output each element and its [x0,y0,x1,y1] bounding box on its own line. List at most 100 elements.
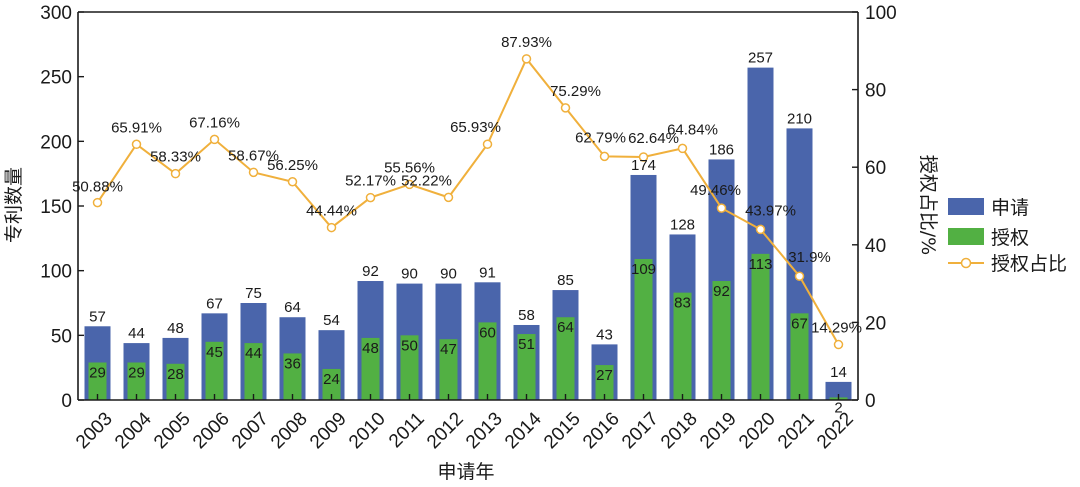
y-axis-right-title: 授权占比/% [917,155,939,255]
labels-layer: 57 29 44 29 48 28 67 45 75 44 64 36 54 24 92 48 90 50 90 47… [72,34,862,417]
label-rate-2017: 62.64% [628,130,679,147]
label-apply-2021: 210 [787,110,812,127]
label-rate-2005: 58.33% [150,149,201,166]
x-tick-label-2010: 2010 [345,408,390,453]
rate-line [96,56,840,346]
bar-grant-2004 [127,362,146,400]
label-apply-2009: 54 [323,312,340,329]
x-tick-label-2005: 2005 [150,408,195,453]
rate-point-2006 [209,134,220,145]
y-left-tick-label-0: 0 [61,391,72,412]
rate-point-2021 [794,271,805,281]
bar-grant-2015 [556,317,575,400]
label-apply-2019: 186 [709,141,734,158]
y-right-tick-label-80: 80 [865,81,886,102]
rate-point-2014 [521,54,532,64]
label-rate-2013: 65.93% [450,119,501,136]
label-rate-2010: 52.17% [345,173,396,190]
bar-grant-2018 [673,292,692,400]
label-rate-2008: 56.25% [267,157,318,174]
label-rate-2012: 52.22% [401,172,452,189]
label-grant-2011: 50 [401,337,418,354]
rate-point-2011 [404,179,415,190]
label-rate-2011: 55.56% [384,159,435,176]
label-grant-2014: 51 [518,336,535,353]
y-left-tick-label-150: 150 [40,197,72,218]
rate-point-2004 [131,139,142,150]
bar-grant-2020 [751,253,770,400]
label-rate-2022: 14.29% [811,320,862,337]
label-grant-2006: 45 [206,344,223,361]
label-apply-2005: 48 [167,320,184,337]
x-tick-label-2018: 2018 [657,408,702,453]
label-apply-2016: 43 [596,326,613,343]
rate-point-2008 [287,177,298,187]
y-right-tick-label-100: 100 [865,3,897,24]
label-rate-2020: 43.97% [745,202,796,219]
label-grant-2017: 109 [631,261,656,278]
label-apply-2010: 92 [362,263,379,280]
label-apply-2013: 91 [479,264,496,281]
rate-point-2016 [599,151,610,162]
label-rate-2014: 87.93% [501,34,552,51]
bar-grant-2007 [244,343,263,400]
x-tick-label-2019: 2019 [696,408,741,453]
label-apply-2006: 67 [206,295,223,312]
label-grant-2019: 92 [713,283,730,300]
label-rate-2006: 67.16% [189,114,240,131]
label-apply-2012: 90 [440,266,457,283]
bar-grant-2017 [634,259,653,400]
y-right-tick-label-20: 20 [865,313,886,334]
label-grant-2010: 48 [362,340,379,357]
rate-point-2017 [638,152,649,162]
label-apply-2011: 90 [401,266,418,283]
rate-point-2022 [833,339,844,350]
label-apply-2014: 58 [518,307,535,324]
label-grant-2004: 29 [128,364,145,381]
label-apply-2008: 64 [284,299,301,316]
rate-point-2005 [170,168,181,179]
bar-grant-2011 [400,335,419,400]
x-tick-label-2016: 2016 [579,408,624,453]
legend-label-rate: 授权占比 [991,253,1067,275]
bar-grant-2008 [283,353,302,400]
label-rate-2018: 64.84% [667,121,718,138]
label-grant-2005: 28 [167,366,184,383]
x-tick-label-2008: 2008 [267,408,312,453]
label-grant-2015: 64 [557,319,574,336]
label-grant-2018: 83 [674,295,691,312]
bar-grant-2013 [478,322,497,400]
bar-grant-2005 [166,363,185,400]
label-grant-2008: 36 [284,355,301,372]
rate-point-2010 [365,192,376,203]
y-axis-left-title: 专利数量 [3,167,25,243]
rate-point-2009 [326,222,337,233]
label-grant-2021: 67 [791,315,808,332]
label-apply-2022: 14 [830,364,847,381]
x-tick-label-2006: 2006 [189,408,234,453]
rate-point-2007 [248,167,259,178]
x-tick-label-2004: 2004 [111,408,156,453]
legend: 申请 授权 授权占比 [948,197,1067,275]
legend-swatch-grant [948,228,984,245]
rate-point-2003 [92,197,103,208]
x-tick-label-2021: 2021 [774,408,819,453]
label-apply-2004: 44 [128,325,145,342]
bars-layer [84,67,852,400]
bar-grant-2012 [439,339,458,400]
bar-grant-2019 [712,281,731,400]
label-apply-2007: 75 [245,285,262,302]
label-rate-2007: 58.67% [228,147,279,164]
x-tick-label-2011: 2011 [385,408,429,452]
label-apply-2003: 57 [89,308,106,325]
label-rate-2004: 65.91% [111,119,162,136]
label-apply-2017: 174 [631,157,656,174]
label-grant-2016: 27 [596,367,613,384]
label-rate-2003: 50.88% [72,179,123,196]
bar-grant-2016 [595,365,614,400]
y-left-tick-label-50: 50 [51,326,72,347]
x-tick-label-2013: 2013 [462,408,507,453]
x-axis-title: 申请年 [437,461,494,483]
y-left-tick-label-100: 100 [40,262,72,283]
